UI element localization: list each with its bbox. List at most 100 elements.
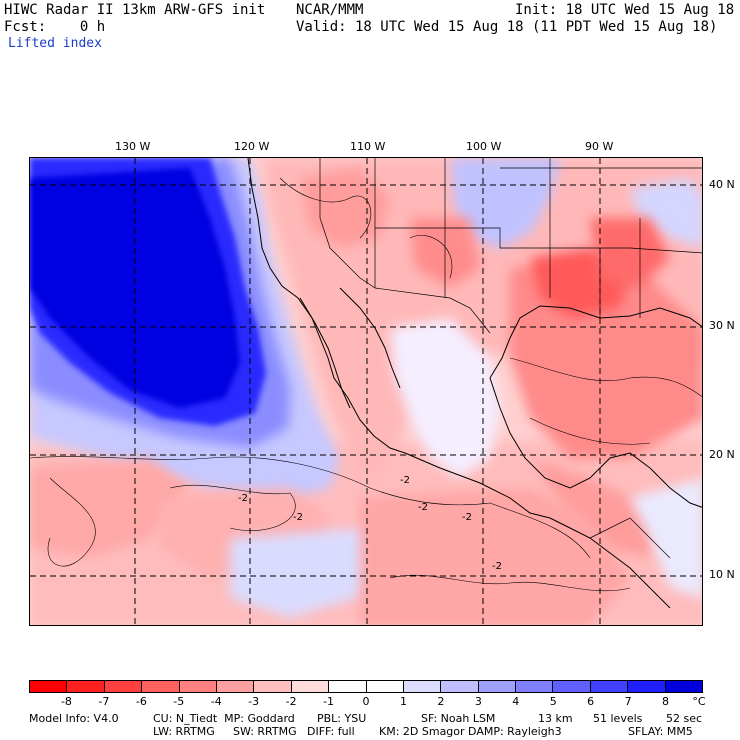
contour-line [369,487,591,559]
lon-label-130w: 130 W [115,140,151,153]
colorbar-tick-label: -7 [98,695,110,708]
contour-labels: -2 -2 -2 -2 -2 -2 [238,475,502,572]
organization-label: NCAR/MMM [296,2,364,18]
pbl-scheme: PBL: YSU [317,712,367,725]
longwave-scheme: LW: RRTMG [153,725,215,738]
colorbar-segment [216,681,255,692]
colorbar-segment [67,681,105,692]
central-america-red [530,458,660,558]
gulf-of-california-coast [339,287,401,389]
colorbar-segment [291,681,330,692]
caribbean-light-patch [630,478,702,598]
lon-label-120w: 120 W [234,140,270,153]
map-canvas: -2 -2 -2 -2 -2 -2 [30,158,702,625]
colorbar-tick-label: 8 [662,695,670,708]
contour-line [529,417,651,445]
colorbar-segment [665,681,703,692]
contour-label: -2 [400,475,410,486]
border-line [550,247,702,254]
colorbar-segment [516,681,554,692]
colorbar-segment [553,681,591,692]
shortwave-scheme: SW: RRTMG [233,725,297,738]
gulf-coast-north [489,305,702,379]
lon-label-100w: 100 W [466,140,502,153]
colorbar-tick-label: 2 [437,695,445,708]
colorbar-segment [179,681,217,692]
mexico-pacific-coast [404,452,671,609]
colorbar-segment [441,681,479,692]
colorbar-segment [142,681,180,692]
colorbar-segment [329,681,367,692]
colorbar-tick-label: 7 [624,695,632,708]
central-america-borders [589,517,671,559]
plains-blue-patch [450,158,560,248]
contour-line [409,235,453,279]
colorbar-tick-label: 3 [474,695,482,708]
surface-scheme: SF: Noah LSM [421,712,496,725]
colorbar-tick-label: 5 [549,695,557,708]
contour-line [389,574,631,592]
colorbar-tick-label: 6 [587,695,595,708]
lat-label-10n: 10 N [709,568,735,581]
model-title: HIWC Radar II 13km ARW-GFS init [4,2,266,18]
colorbar-segment [104,681,143,692]
colorbar-tick-label: -5 [173,695,185,708]
lifted-index-map: -2 -2 -2 -2 -2 -2 [29,157,703,626]
border-line [319,158,376,289]
contour-line [509,357,702,397]
colorbar-tick-label: -2 [285,695,297,708]
lon-label-90w: 90 W [585,140,614,153]
east-pacific-pink-east [360,488,630,625]
init-time: Init: 18 UTC Wed 15 Aug 18 [515,2,735,18]
lat-label-40n: 40 N [709,178,735,191]
colorbar-segment [628,681,666,692]
surface-layer-scheme: SFLAY: MM5 [628,725,693,738]
colorbar [29,680,703,693]
contour-label: -2 [492,561,502,572]
east-pacific-pink-west [30,458,190,558]
colorbar-segment [30,681,68,692]
baja-coastline [299,297,351,409]
mississippi-deep-red [590,218,670,288]
border-line [375,227,550,249]
yucatan-coast [649,467,702,508]
contours [30,177,702,592]
colorbar-segment [254,681,292,692]
colorbar-tick-label: -3 [248,695,260,708]
contour-label: -2 [238,493,248,504]
lat-lon-grid [30,158,702,625]
mexican-plateau-light [390,318,500,478]
lon-label-110w: 110 W [350,140,386,153]
contour-label: -2 [418,502,428,513]
contour-label: -2 [293,512,303,523]
contour-line [47,477,96,567]
field-name: Lifted index [8,36,102,51]
timestep: 52 sec [666,712,703,725]
colorbar-segment [590,681,629,692]
diffusion-option: DIFF: full [307,725,355,738]
colorbar-segment [478,681,517,692]
cumulus-microphysics: CU: N_Tiedt MP: Goddard [153,712,295,725]
contour-line [279,177,372,239]
colorbar-segment [366,681,404,692]
contour-line [169,484,296,531]
colorbar-tick-label: -4 [210,695,222,708]
coastlines [247,158,702,609]
forecast-hour: Fcst: 0 h [4,19,106,35]
political-borders [319,158,702,559]
contour-label: -2 [462,512,472,523]
colorbar-tick-label: -8 [60,695,72,708]
km-damp-options: KM: 2D Smagor DAMP: Rayleigh3 [379,725,562,738]
colorbar-tick-label: 4 [512,695,520,708]
colorbar-tick-label: 1 [399,695,407,708]
colorbar-tick-label: -1 [323,695,335,708]
contour-line [30,456,371,489]
colorbar-segment [403,681,442,692]
lat-label-20n: 20 N [709,448,735,461]
colorbar-tick-label: °C [692,695,706,708]
us-mexico-border [374,287,491,334]
grid-spacing: 13 km [538,712,573,725]
colorbar-tick-label: 0 [362,695,370,708]
lat-label-30n: 30 N [709,319,735,332]
east-pacific-light-blue [230,528,390,618]
